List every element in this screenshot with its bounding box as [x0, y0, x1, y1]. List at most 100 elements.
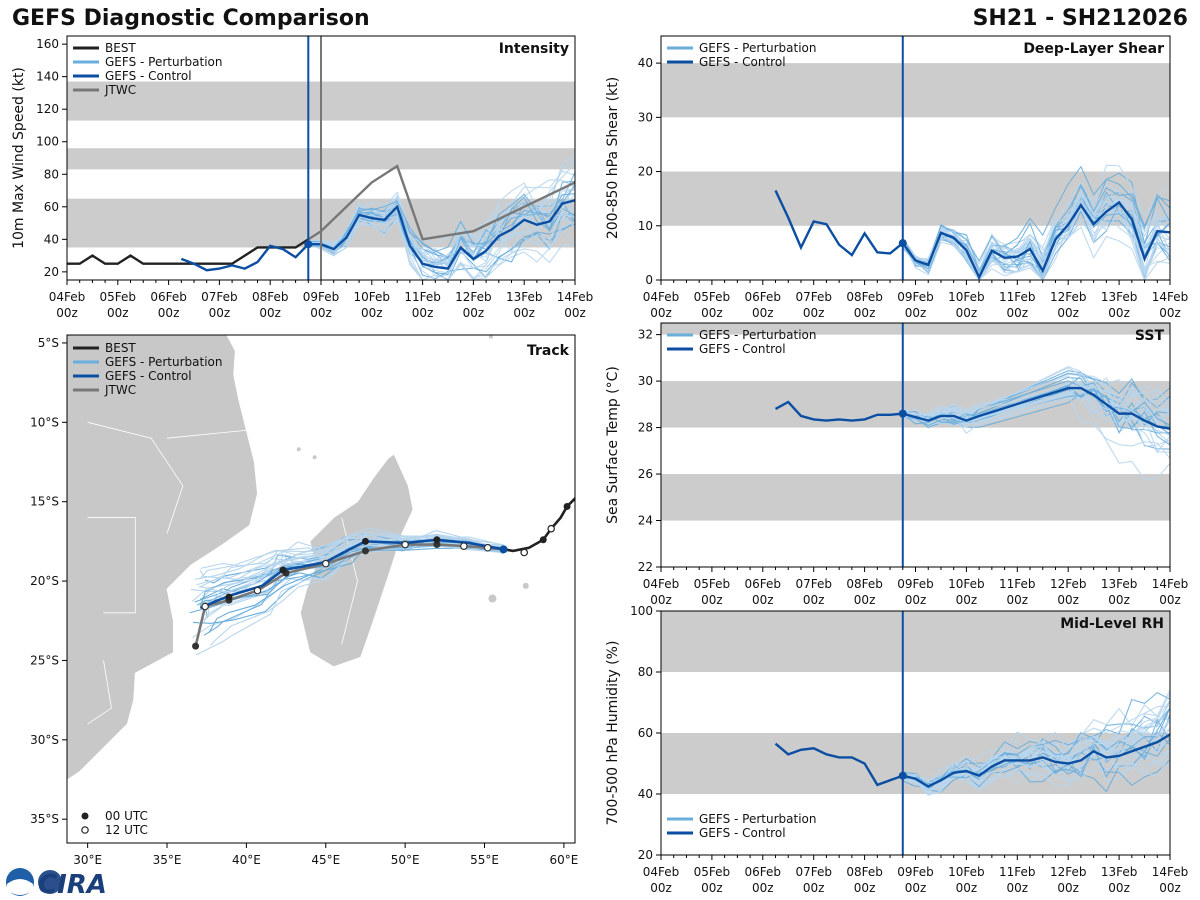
track-jtwc-12utc-marker [401, 540, 409, 549]
boundary-line [87, 517, 136, 614]
rh-xtick-label: 14Feb [1152, 865, 1189, 879]
sst-xtick-label: 09Feb [897, 577, 934, 591]
shear-band-1 [661, 63, 1170, 118]
rh-ytick-label: 60 [638, 726, 653, 740]
track-lon-label: 50°E [391, 853, 420, 867]
shear-plot-area [774, 164, 1170, 280]
rh-xtick-sublabel: 00z [752, 881, 774, 895]
rh-perturbation-line [902, 744, 1170, 796]
track-jtwc-12utc-marker [253, 586, 262, 595]
sst-legend-label: GEFS - Control [699, 342, 786, 356]
rh-perturbation-line [902, 748, 1170, 795]
track-lat-label: 35°S [30, 812, 59, 826]
intensity-ytick-label: 100 [36, 135, 59, 149]
cira-globe-icon [38, 870, 62, 894]
track-perturbation-line [211, 529, 504, 602]
rh-ytick-label: 40 [638, 787, 653, 801]
intensity-legend-label: BEST [105, 41, 136, 55]
intensity-xtick-label: 05Feb [100, 290, 137, 304]
shear-ytick-label: 10 [638, 219, 653, 233]
track-lon-label: 40°E [232, 853, 261, 867]
intensity-ylabel: 10m Max Wind Speed (kt) [11, 67, 27, 249]
figure-title: GEFS Diagnostic Comparison [12, 6, 370, 31]
sst-plot-area [774, 366, 1170, 481]
boundary-line [166, 429, 247, 439]
sst-ytick-label: 32 [638, 328, 653, 342]
rh-xtick-sublabel: 00z [1057, 881, 1079, 895]
shear-xtick-sublabel: 00z [854, 306, 876, 320]
shear-xtick-label: 12Feb [1050, 290, 1087, 304]
intensity-xtick-sublabel: 00z [56, 306, 78, 320]
rh-xtick-sublabel: 00z [701, 881, 723, 895]
boundary-line [87, 660, 112, 725]
shear-xtick-label: 04Feb [643, 290, 680, 304]
intensity-ytick-label: 40 [44, 232, 59, 246]
intensity-xtick-sublabel: 00z [259, 306, 281, 320]
rh-xtick-sublabel: 00z [956, 881, 978, 895]
shear-xtick-sublabel: 00z [650, 306, 672, 320]
shear-ytick-label: 20 [638, 165, 653, 179]
rh-ytick-label: 100 [630, 604, 653, 618]
track-jtwc-12utc-marker [321, 559, 330, 568]
cira-logo-text: CIRA [38, 870, 107, 900]
intensity-xtick-label: 13Feb [506, 290, 543, 304]
sst-xtick-sublabel: 00z [1057, 593, 1079, 607]
marker-legend-00utc-dot [81, 812, 89, 820]
island [488, 594, 497, 603]
intensity-xtick-label: 11Feb [404, 290, 441, 304]
rh-band-1 [661, 611, 1170, 672]
intensity-xtick-label: 06Feb [150, 290, 187, 304]
rh-ytick-label: 80 [638, 665, 653, 679]
track-legend-label: GEFS - Control [105, 369, 192, 383]
sst-init-marker [898, 409, 907, 418]
rh-perturbation-line [902, 705, 1170, 783]
track-panel: 30°E 35°E 40°E 45°E 50°E 55°E 60°E 5°S 10°S 15°S 2… [30, 334, 578, 867]
sst-ylabel: Sea Surface Temp (°C) [605, 366, 621, 524]
intensity-perturbation-line [308, 199, 575, 274]
intensity-xtick-sublabel: 00z [463, 306, 485, 320]
madagascar-land [299, 453, 414, 668]
shear-xtick-sublabel: 00z [905, 306, 927, 320]
rh-legend-label: GEFS - Perturbation [699, 812, 816, 826]
sst-xtick-label: 13Feb [1101, 577, 1138, 591]
shear-ytick-label: 30 [638, 110, 653, 124]
intensity-title: Intensity [499, 41, 569, 57]
intensity-legend-label: JTWC [104, 83, 136, 97]
shear-xtick-label: 09Feb [897, 290, 934, 304]
marker-legend-12utc-label: 12 UTC [105, 823, 148, 837]
track-jtwc-00utc-marker [192, 642, 200, 650]
intensity-ytick-label: 120 [36, 102, 59, 116]
intensity-perturbation-line [308, 214, 575, 280]
intensity-xtick-label: 08Feb [252, 290, 289, 304]
marker-legend-12utc-dot [81, 826, 89, 834]
intensity-perturbation-line [308, 207, 575, 280]
shear-xtick-sublabel: 00z [1159, 306, 1181, 320]
shear-xtick-sublabel: 00z [1057, 306, 1079, 320]
logos: CIRA [6, 868, 107, 900]
track-legend-label: BEST [105, 341, 136, 355]
shear-xtick-label: 05Feb [694, 290, 731, 304]
shear-ytick-label: 0 [645, 273, 653, 287]
rh-xtick-label: 12Feb [1050, 865, 1087, 879]
rh-xtick-sublabel: 00z [905, 881, 927, 895]
sst-xtick-label: 06Feb [745, 577, 782, 591]
track-lat-label: 30°S [30, 733, 59, 747]
intensity-xtick-label: 07Feb [201, 290, 238, 304]
intensity-xtick-sublabel: 00z [361, 306, 383, 320]
rh-xtick-label: 11Feb [999, 865, 1036, 879]
rh-xtick-sublabel: 00z [1159, 881, 1181, 895]
intensity-series-gefs-control [180, 199, 575, 272]
shear-series-gefs-control [774, 190, 1170, 280]
sst-panel: 04Feb 00z 05Feb 00z 06Feb 00z 07Feb 00z 08Feb 00z… [605, 322, 1188, 607]
sst-legend-label: GEFS - Perturbation [699, 328, 816, 342]
rh-xtick-sublabel: 00z [1108, 881, 1130, 895]
sst-ytick-label: 30 [638, 374, 653, 388]
intensity-perturbation-line [308, 215, 575, 280]
sst-band-0 [661, 474, 1170, 521]
rh-perturbation-line [902, 700, 1170, 787]
intensity-xtick-label: 09Feb [303, 290, 340, 304]
rh-xtick-sublabel: 00z [650, 881, 672, 895]
intensity-ytick-label: 140 [36, 70, 59, 84]
track-jtwc-12utc-marker [483, 543, 492, 552]
shear-ylabel: 200-850 hPa Shear (kt) [605, 77, 621, 239]
